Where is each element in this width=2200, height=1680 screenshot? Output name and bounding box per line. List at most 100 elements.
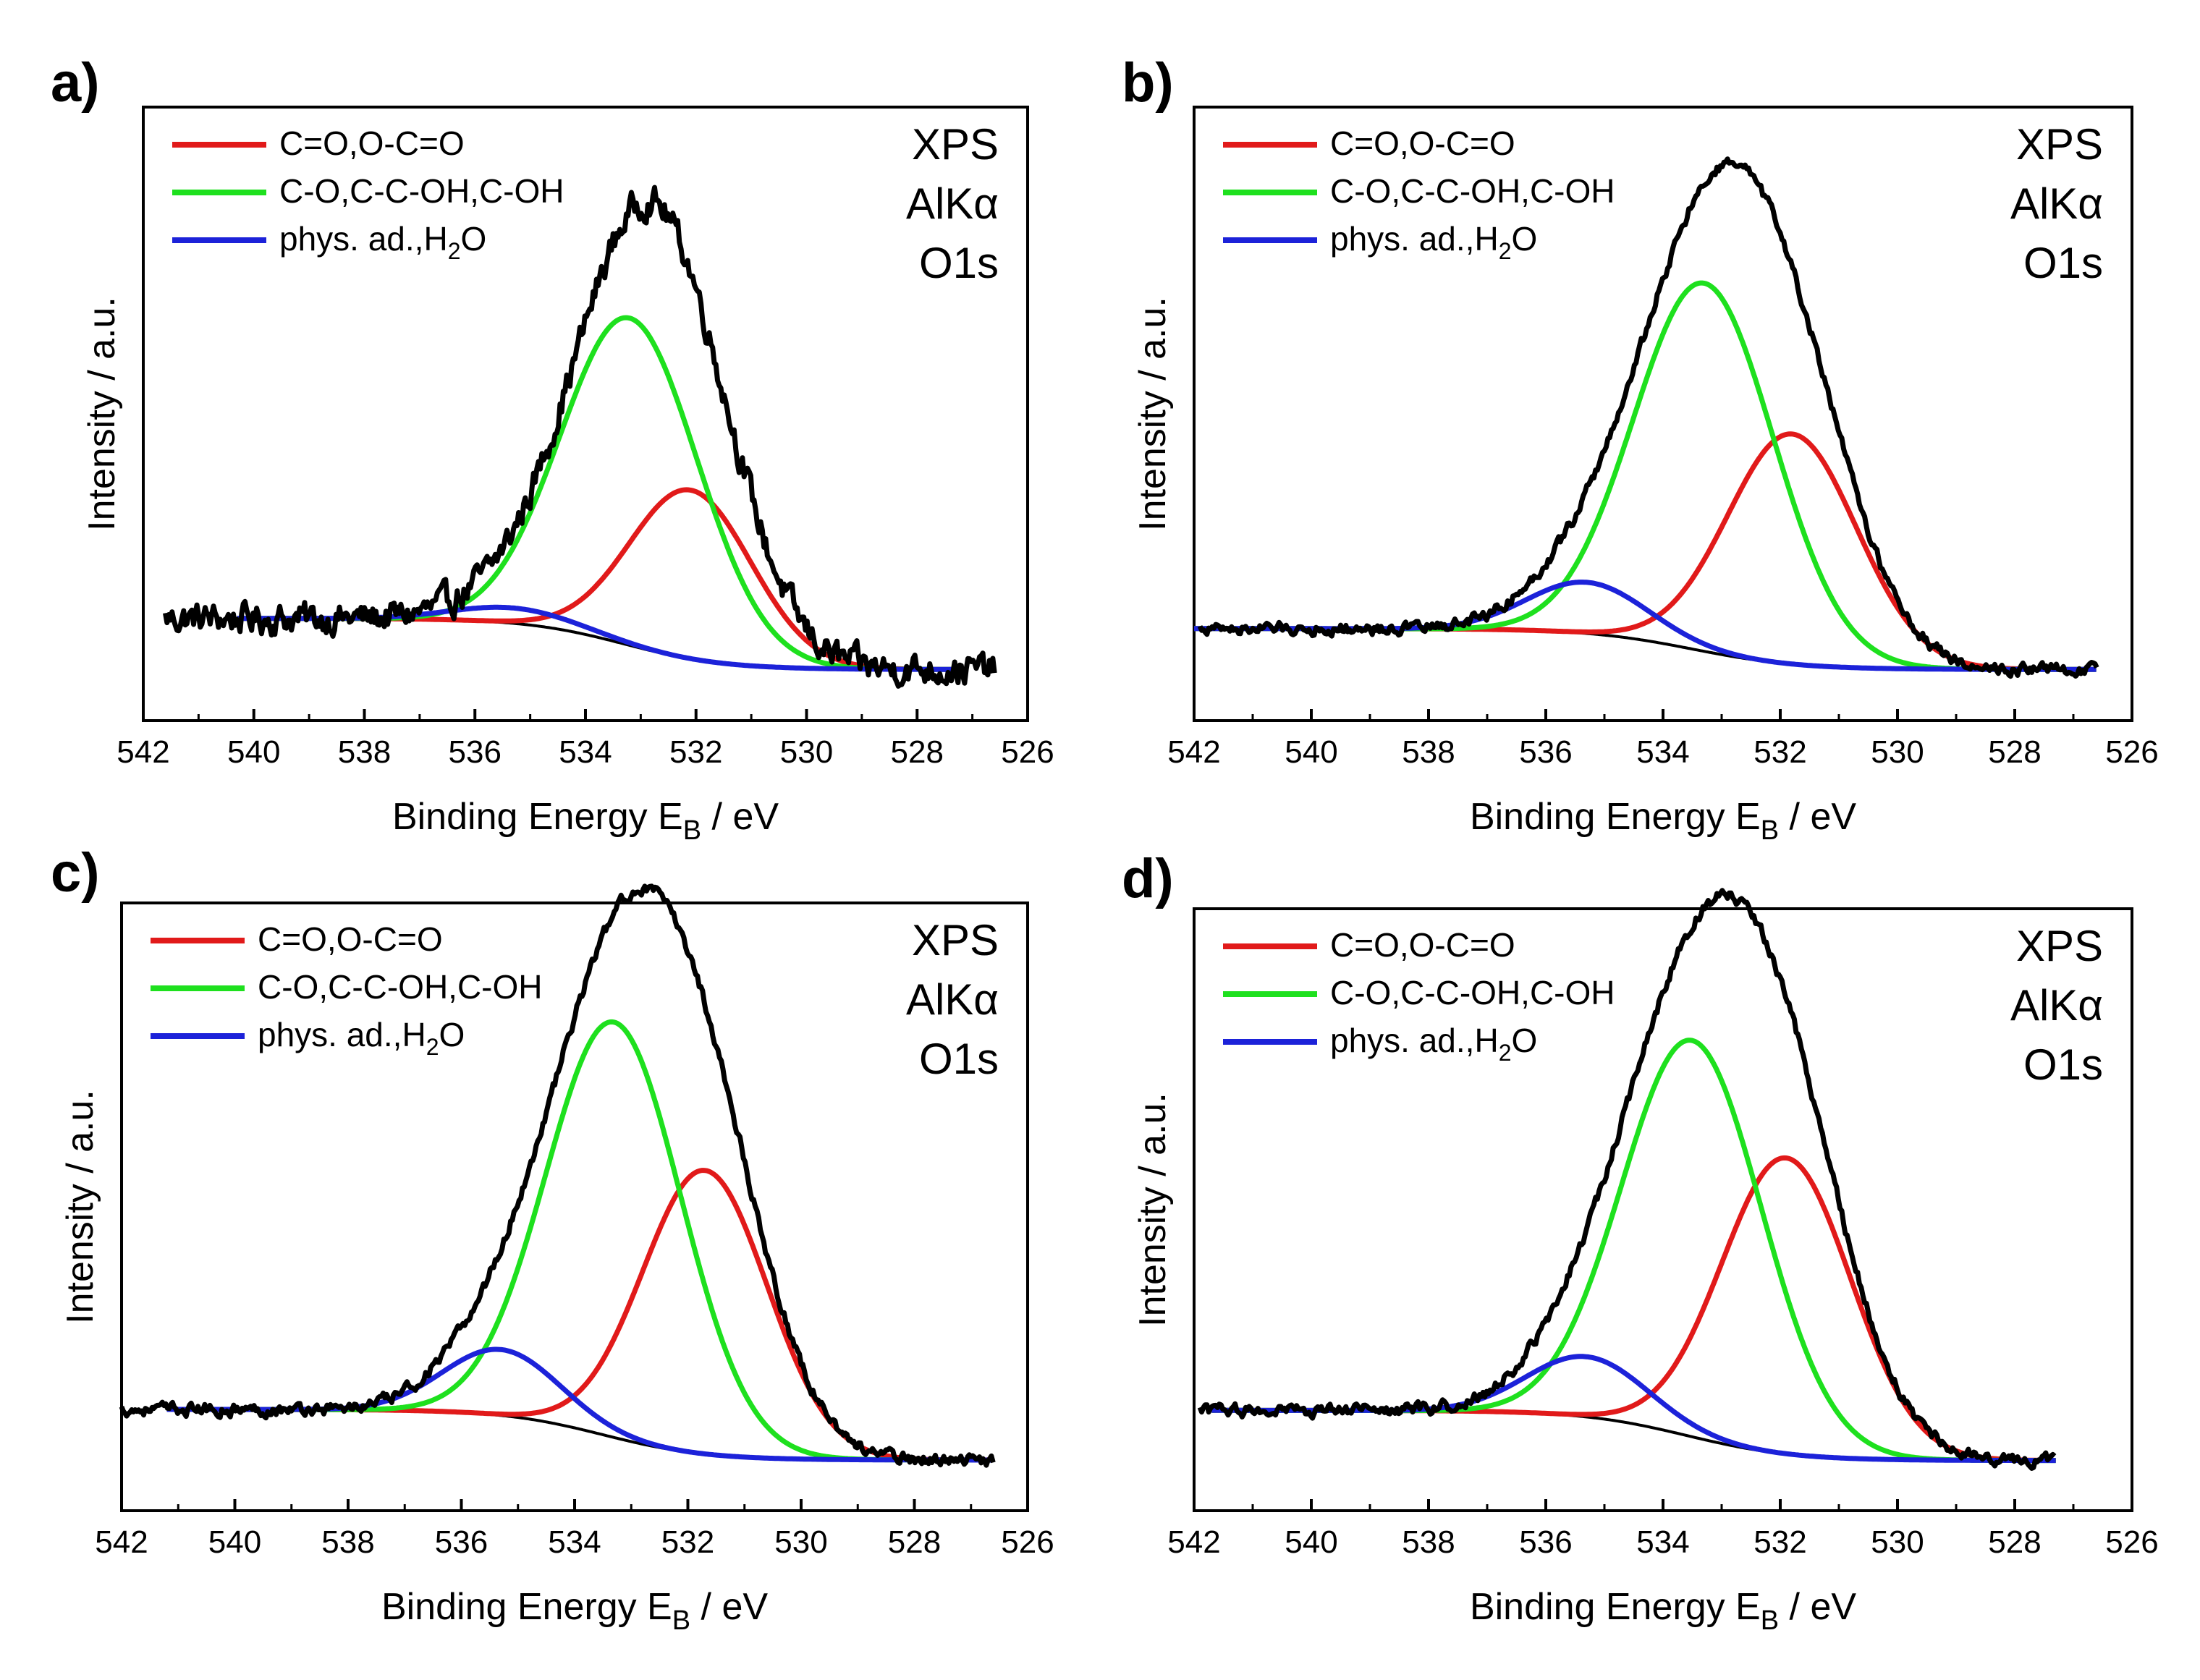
legend-label: phys. ad.,H2O [1330, 1022, 1537, 1066]
series-line-c-o-hydroxyl [1211, 1038, 2056, 1464]
x-axis-title: Binding Energy EB / eV [1470, 796, 1856, 846]
x-tick-label: 538 [1402, 734, 1455, 770]
y-axis-title: Intensity / a.u. [81, 297, 123, 531]
x-tick-label: 542 [117, 734, 169, 770]
x-axis-title: Binding Energy EB / eV [381, 1586, 768, 1636]
chart-panel-a: a) 542 540 538 536 534 532 530 528 526 Binding Ene… [51, 52, 1054, 846]
y-axis-title: Intensity / a.u. [59, 1090, 101, 1324]
legend-label-tail: O [460, 220, 486, 258]
series-line-envelope [119, 883, 996, 1468]
x-tick-label: 536 [435, 1524, 488, 1560]
legend-label: C-O,C-C-OH,C-OH [1330, 172, 1615, 210]
legend-label: C=O,O-C=O [279, 124, 465, 162]
x-axis-title-main: Binding Energy E [1470, 1586, 1761, 1628]
x-tick-label: 530 [1871, 1524, 1924, 1560]
panel-label: c) [51, 842, 100, 904]
series-line-c-o-carbonyl [166, 1168, 993, 1463]
legend-label-subscript: 2 [1499, 1040, 1512, 1066]
info-text: XPS [912, 120, 999, 169]
panel-label: b) [1122, 52, 1174, 114]
x-tick-label: 534 [1636, 1524, 1689, 1560]
x-tick-label: 526 [1001, 734, 1054, 770]
x-axis-title-unit: / eV [1779, 796, 1856, 838]
series-line-envelope [163, 184, 997, 689]
legend-label: phys. ad.,H2O [1330, 220, 1537, 264]
series-line-envelope [1197, 156, 2099, 679]
info-text: AlKα [2010, 179, 2103, 228]
x-axis-title: Binding Energy EB / eV [1470, 1586, 1856, 1636]
series-line-water [1194, 580, 2097, 672]
x-axis-title-main: Binding Energy E [381, 1586, 672, 1628]
info-text: XPS [912, 916, 999, 964]
legend-label-tail: O [1511, 1022, 1537, 1059]
x-tick-label: 538 [321, 1524, 374, 1560]
x-tick-label: 542 [1167, 734, 1220, 770]
legend-label: phys. ad.,H2O [279, 220, 486, 264]
info-text: O1s [919, 239, 999, 287]
x-axis-title: Binding Energy EB / eV [392, 796, 779, 846]
legend-label: C=O,O-C=O [258, 920, 443, 958]
x-axis-title-subscript: B [1761, 1605, 1779, 1636]
legend-label-main: phys. ad.,H [1330, 220, 1499, 258]
x-tick-label: 532 [1753, 734, 1806, 770]
y-axis-title: Intensity / a.u. [1132, 297, 1174, 531]
x-tick-label: 530 [774, 1524, 827, 1560]
x-tick-label: 538 [338, 734, 391, 770]
series-line-c-o-carbonyl [1211, 1155, 2056, 1463]
legend-label: C=O,O-C=O [1330, 124, 1515, 162]
legend-label: C-O,C-C-OH,C-OH [1330, 974, 1615, 1011]
x-tick-label: 528 [891, 734, 944, 770]
x-tick-label: 528 [1988, 734, 2041, 770]
info-text: O1s [2023, 239, 2103, 287]
x-tick-label: 526 [2105, 1524, 2158, 1560]
x-tick-label: 532 [1753, 1524, 1806, 1560]
chart-panel-d: d) 542 540 538 536 534 532 530 528 526 Binding Ene… [1122, 848, 2159, 1636]
legend-label-tail: O [1511, 220, 1537, 258]
legend-label-subscript: 2 [426, 1034, 439, 1060]
x-tick-label: 526 [1001, 1524, 1054, 1560]
x-axis-title-subscript: B [1761, 815, 1779, 846]
legend-label: C=O,O-C=O [1330, 926, 1515, 964]
info-text: XPS [2016, 120, 2103, 169]
x-axis-title-subscript: B [683, 815, 701, 846]
legend-label: phys. ad.,H2O [258, 1016, 465, 1060]
series-line-c-o-hydroxyl [166, 1019, 993, 1463]
x-tick-label: 534 [559, 734, 612, 770]
info-text: O1s [2023, 1040, 2103, 1089]
legend-label-tail: O [439, 1016, 465, 1053]
series-line-water [166, 1346, 993, 1463]
panel-label: d) [1122, 848, 1174, 909]
x-tick-label: 534 [1636, 734, 1689, 770]
x-tick-label: 540 [1285, 734, 1337, 770]
chart-panel-c: c) 542 540 538 536 534 532 530 528 526 Binding Ene… [51, 842, 1054, 1636]
info-text: AlKα [906, 179, 999, 228]
info-text: O1s [919, 1035, 999, 1083]
x-axis-title-main: Binding Energy E [392, 796, 683, 838]
x-tick-label: 536 [1519, 734, 1572, 770]
x-axis-title-unit: / eV [690, 1586, 768, 1628]
x-tick-label: 540 [208, 1524, 261, 1560]
x-tick-label: 530 [1871, 734, 1924, 770]
x-tick-label: 536 [1519, 1524, 1572, 1560]
series-line-envelope [1197, 888, 2057, 1471]
legend-label: C-O,C-C-OH,C-OH [279, 172, 564, 210]
legend-label-main: phys. ad.,H [279, 220, 448, 258]
chart-panel-b: b) 542 540 538 536 534 532 530 528 526 Binding Ene… [1122, 52, 2159, 846]
x-axis-title-main: Binding Energy E [1470, 796, 1761, 838]
info-text: XPS [2016, 922, 2103, 970]
x-tick-label: 532 [661, 1524, 714, 1560]
info-text: AlKα [2010, 981, 2103, 1030]
x-tick-label: 538 [1402, 1524, 1455, 1560]
y-axis-title: Intensity / a.u. [1132, 1093, 1174, 1327]
x-tick-label: 542 [1167, 1524, 1220, 1560]
x-tick-label: 528 [888, 1524, 941, 1560]
x-axis-title-unit: / eV [701, 796, 779, 838]
x-tick-label: 540 [1285, 1524, 1337, 1560]
legend-label-main: phys. ad.,H [258, 1016, 426, 1053]
x-tick-label: 530 [780, 734, 833, 770]
legend-label-subscript: 2 [1499, 238, 1512, 264]
x-axis-title-subscript: B [672, 1605, 690, 1636]
legend-label-main: phys. ad.,H [1330, 1022, 1499, 1059]
x-axis-title-unit: / eV [1779, 1586, 1856, 1628]
